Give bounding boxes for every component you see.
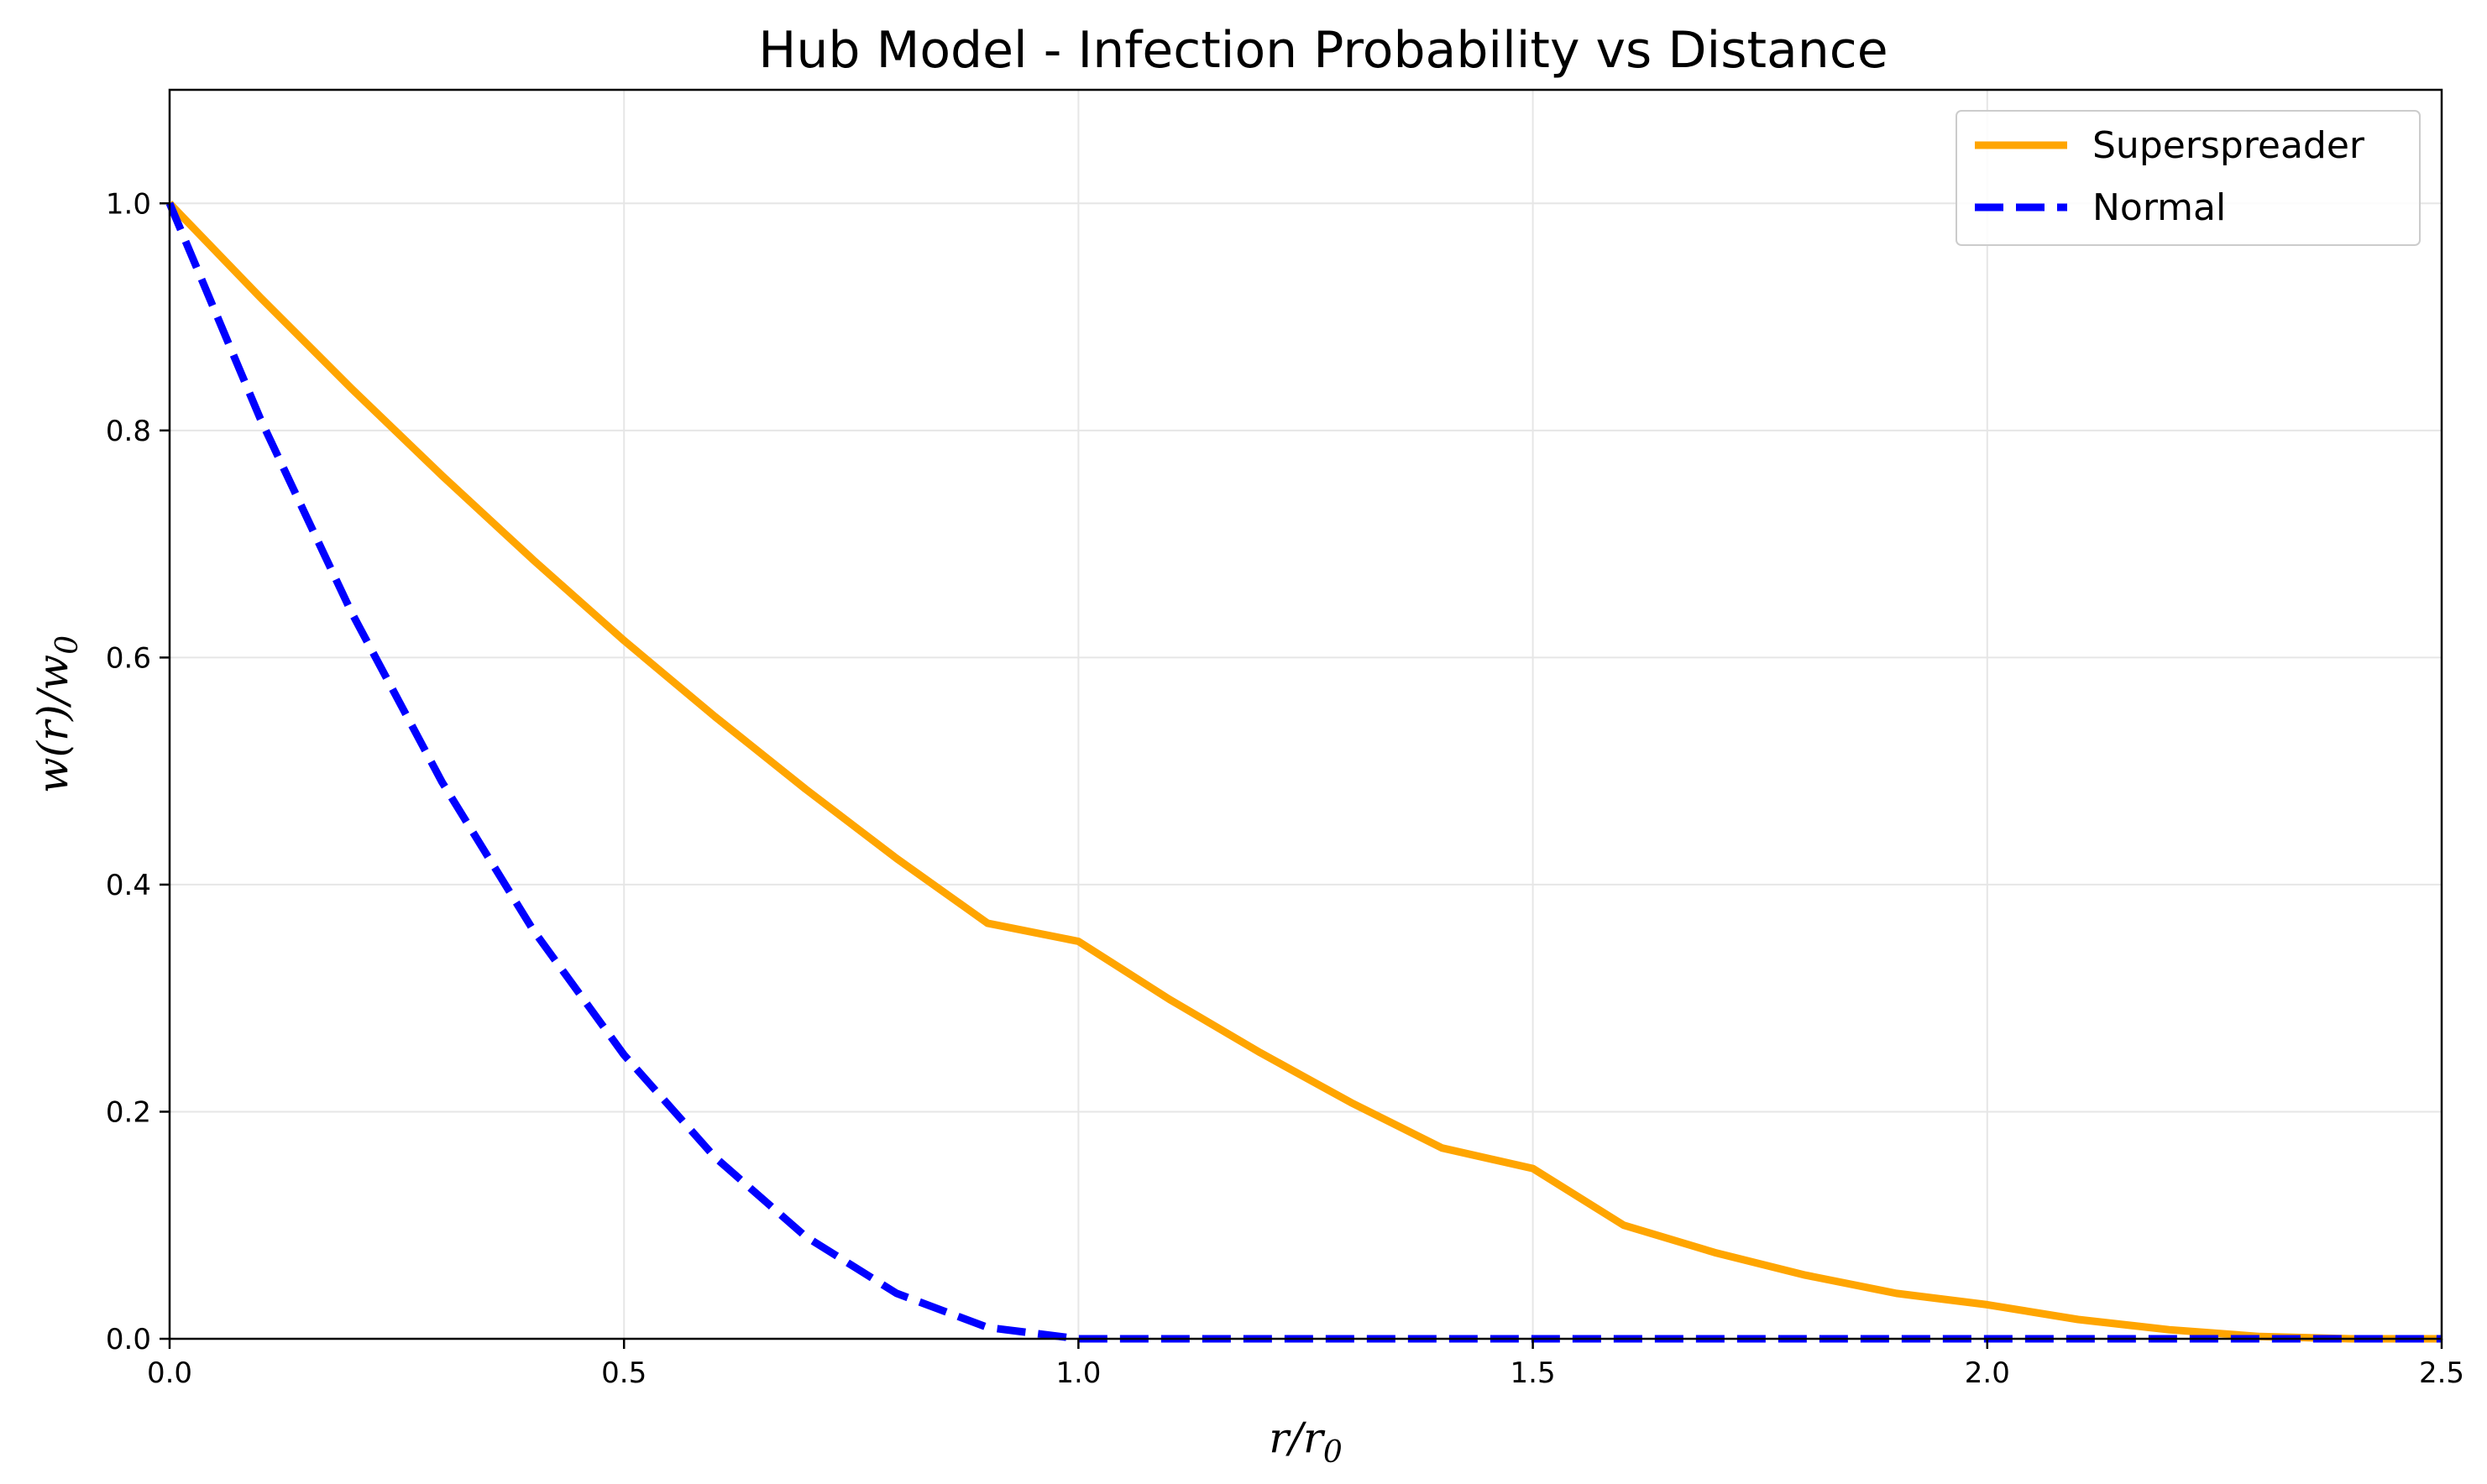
x-tick-label: 2.5 bbox=[2419, 1356, 2464, 1390]
series-line-superspreader bbox=[166, 201, 2442, 1343]
legend-label-superspreader: Superspreader bbox=[2092, 124, 2365, 167]
y-tick-label: 0.4 bbox=[106, 869, 151, 902]
y-tick-label: 0.2 bbox=[106, 1095, 151, 1129]
legend-box bbox=[1956, 110, 2421, 246]
chart-title: Hub Model - Infection Probability vs Dis… bbox=[758, 21, 1888, 80]
x-tick-label: 1.0 bbox=[1055, 1356, 1101, 1390]
x-tick-label: 2.0 bbox=[1965, 1356, 2010, 1390]
y-axis: 0.0 0.2 0.4 0.6 0.8 1.0 bbox=[106, 187, 170, 1356]
y-axis-label-base: w(r)/w bbox=[29, 655, 77, 793]
y-tick-label: 0.0 bbox=[106, 1323, 151, 1356]
legend: Superspreader Normal bbox=[1956, 110, 2421, 246]
x-tick-label: 1.5 bbox=[1511, 1356, 1556, 1390]
y-tick-label: 0.6 bbox=[106, 641, 151, 675]
y-tick-label: 0.8 bbox=[106, 415, 151, 448]
legend-label-normal: Normal bbox=[2092, 186, 2226, 229]
y-axis-label: w(r)/w0 bbox=[29, 635, 85, 793]
y-axis-label-subscript: 0 bbox=[50, 635, 85, 655]
x-axis: 0.0 0.5 1.0 1.5 2.0 2.5 bbox=[147, 1339, 2464, 1390]
x-tick-label: 0.5 bbox=[601, 1356, 647, 1390]
x-axis-label-subscript: 0 bbox=[1323, 1435, 1343, 1470]
y-tick-label: 1.0 bbox=[106, 187, 151, 221]
x-axis-label-base: r/r bbox=[1269, 1413, 1326, 1462]
plot-frame bbox=[168, 88, 2443, 1340]
x-tick-label: 0.0 bbox=[147, 1356, 192, 1390]
x-axis-label: r/r0 bbox=[1269, 1413, 1343, 1470]
